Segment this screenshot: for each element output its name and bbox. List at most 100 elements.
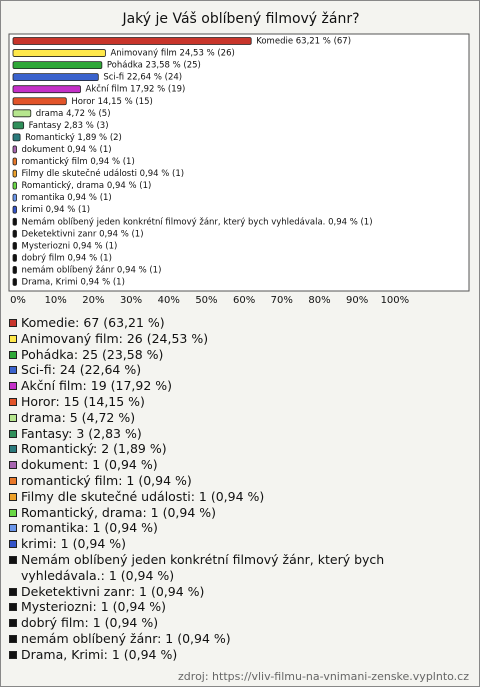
legend-item: Filmy dle skutečné události: 1 (0,94 %) — [9, 489, 471, 505]
x-tick-label: 30% — [120, 295, 142, 306]
legend-label: Horor: 15 (14,15 %) — [21, 393, 145, 409]
legend-item: Romantický: 2 (1,89 %) — [9, 441, 471, 457]
legend-item: nemám oblíbený žánr: 1 (0,94 %) — [9, 631, 471, 647]
legend-item: Animovaný film: 26 (24,53 %) — [9, 331, 471, 347]
bar — [12, 193, 17, 202]
bar — [12, 229, 17, 238]
legend-item: Horor: 15 (14,15 %) — [9, 394, 471, 410]
bar — [12, 181, 17, 190]
legend-item: Akční film: 19 (17,92 %) — [9, 378, 471, 394]
x-tick-label: 50% — [195, 295, 217, 306]
bar-label: Sci-fi 22,64 % (24) — [103, 73, 182, 83]
bar-label: krimi 0,94 % (1) — [22, 205, 91, 215]
x-tick-label: 80% — [308, 295, 330, 306]
bar — [12, 169, 17, 178]
legend-label: drama: 5 (4,72 %) — [21, 409, 136, 425]
legend-swatch — [9, 603, 17, 612]
legend-label: nemám oblíbený žánr: 1 (0,94 %) — [21, 630, 231, 646]
bar-label: Horor 14,15 % (15) — [71, 97, 153, 107]
bar — [12, 253, 17, 262]
legend-swatch — [9, 461, 17, 470]
bar-label: Filmy dle skutečné události 0,94 % (1) — [22, 168, 185, 179]
bar-label: Komedie 63,21 % (67) — [256, 37, 351, 47]
bar — [12, 241, 17, 250]
bar — [12, 205, 17, 214]
legend-label: Animovaný film: 26 (24,53 %) — [21, 330, 209, 346]
legend-item: Sci-fi: 24 (22,64 %) — [9, 362, 471, 378]
legend-label: krimi: 1 (0,94 %) — [21, 536, 127, 552]
bar-label: Akční film 17,92 % (19) — [86, 84, 186, 95]
legend-label: Fantasy: 3 (2,83 %) — [21, 425, 142, 441]
legend-item: romantický film: 1 (0,94 %) — [9, 473, 471, 489]
legend-swatch — [9, 382, 17, 391]
legend-item: krimi: 1 (0,94 %) — [9, 536, 471, 552]
legend-swatch — [9, 413, 17, 422]
legend-label: Akční film: 19 (17,92 %) — [21, 378, 173, 394]
legend-swatch — [9, 634, 17, 643]
x-tick-label: 0% — [10, 295, 26, 306]
legend-item: Deketektivni zanr: 1 (0,94 %) — [9, 584, 471, 600]
x-tick-label: 40% — [158, 295, 180, 306]
legend-swatch — [9, 476, 17, 485]
legend: Komedie: 67 (63,21 %) Animovaný film: 26 … — [9, 315, 471, 663]
bar — [12, 217, 17, 226]
bar — [12, 49, 106, 57]
legend-item: Nemám oblíbený jeden konkrétní filmový ž… — [9, 552, 471, 584]
bar — [12, 61, 103, 69]
legend-item: Komedie: 67 (63,21 %) — [9, 315, 471, 331]
bar — [12, 133, 21, 142]
bar-label: Animovaný film 24,53 % (26) — [110, 49, 234, 59]
legend-label: Nemám oblíbený jeden konkrétní filmový ž… — [21, 551, 385, 583]
bar — [12, 109, 32, 118]
legend-item: dobrý film: 1 (0,94 %) — [9, 615, 471, 631]
bar-label: Pohádka 23,58 % (25) — [107, 61, 201, 71]
legend-swatch — [9, 540, 17, 549]
source: zdroj: https://vliv-filmu-na-vnimani-zen… — [178, 670, 469, 683]
legend-item: Romantický, drama: 1 (0,94 %) — [9, 505, 471, 521]
plot: Jaký je Váš oblíbený filmový žánr? 0% 10%… — [8, 11, 470, 306]
legend-item: romantika: 1 (0,94 %) — [9, 520, 471, 536]
legend-label: Drama, Krimi: 1 (0,94 %) — [21, 646, 178, 662]
legend-label: Sci-fi: 24 (22,64 %) — [21, 362, 142, 378]
bar-label: drama 4,72 % (5) — [36, 109, 111, 119]
bar — [12, 145, 17, 154]
bar-label: Deketektivni zanr 0,94 % (1) — [22, 229, 144, 239]
bar-label: Nemám oblíbený jeden konkrétní filmový ž… — [22, 216, 373, 227]
bar — [12, 37, 252, 45]
chart-title: Jaký je Váš oblíbený filmový žánr? — [121, 11, 359, 27]
legend-label: romantický film: 1 (0,94 %) — [21, 472, 192, 488]
legend-item: Fantasy: 3 (2,83 %) — [9, 426, 471, 442]
bar-label: romantický film 0,94 % (1) — [22, 157, 135, 167]
legend-swatch — [9, 555, 17, 564]
bar — [12, 73, 99, 82]
legend-swatch — [9, 650, 17, 659]
bar — [12, 278, 17, 286]
x-tick-label: 20% — [82, 295, 104, 306]
legend-swatch — [9, 350, 17, 359]
legend-label: Mysteriozni: 1 (0,94 %) — [21, 599, 167, 615]
bar — [12, 266, 17, 274]
legend-swatch — [9, 429, 17, 438]
bar-label: dobrý film 0,94 % (1) — [22, 253, 112, 263]
bar-label: Drama, Krimi 0,94 % (1) — [22, 278, 125, 288]
legend-label: Romantický, drama: 1 (0,94 %) — [21, 504, 217, 520]
bar — [12, 97, 67, 106]
x-tick-label: 70% — [271, 295, 293, 306]
legend-label: dobrý film: 1 (0,94 %) — [21, 615, 159, 631]
x-tick-label: 90% — [346, 295, 368, 306]
legend-swatch — [9, 334, 17, 343]
legend-item: Mysteriozni: 1 (0,94 %) — [9, 599, 471, 615]
bar-label: romantika 0,94 % (1) — [22, 193, 112, 203]
bar — [12, 157, 17, 166]
legend-label: Komedie: 67 (63,21 %) — [21, 315, 165, 330]
legend-swatch — [9, 366, 17, 375]
bar-label: dokument 0,94 % (1) — [22, 145, 112, 155]
bar — [12, 121, 25, 130]
legend-item: Drama, Krimi: 1 (0,94 %) — [9, 647, 471, 663]
legend-label: Filmy dle skutečné události: 1 (0,94 %) — [21, 488, 265, 504]
x-tick-label: 100% — [381, 295, 410, 306]
bar — [12, 85, 81, 94]
legend-swatch — [9, 619, 17, 628]
legend-item: drama: 5 (4,72 %) — [9, 410, 471, 426]
